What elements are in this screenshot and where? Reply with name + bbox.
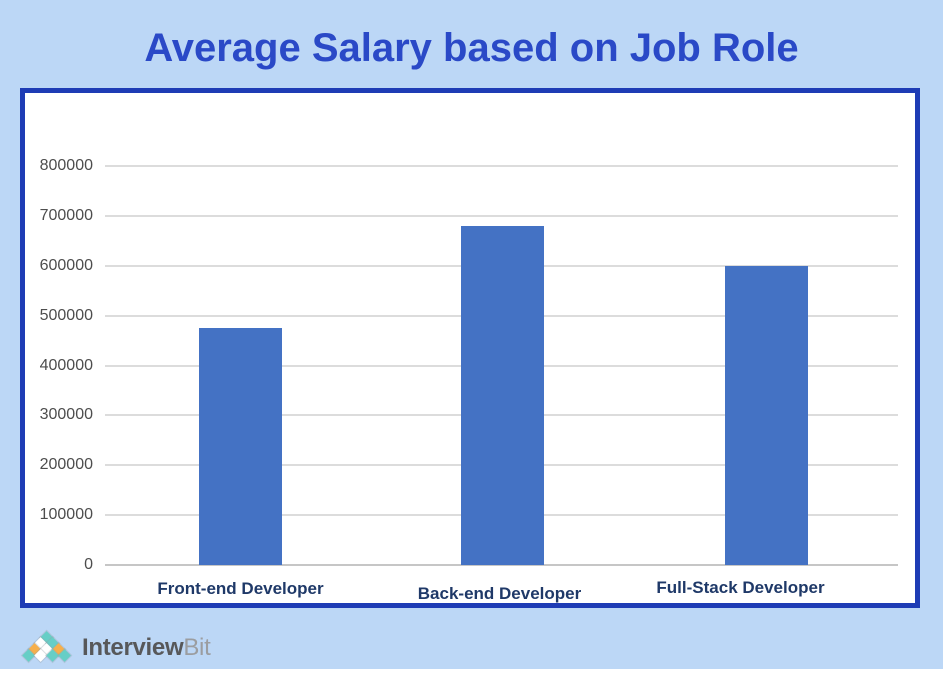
gridline <box>105 165 898 167</box>
plot-area: 800000 700000 600000 500000 400000 300000 2000… <box>25 93 915 603</box>
interviewbit-logo-icon <box>22 630 72 663</box>
x-category-label-back-end-developer: Back-end Developer <box>417 584 582 603</box>
gridline <box>105 214 898 217</box>
bottom-white-strip <box>0 669 943 675</box>
y-axis-tick-label: 400000 <box>39 356 93 374</box>
y-axis-tick-label: 0 <box>84 556 93 573</box>
bar-back-end-developer <box>461 225 544 565</box>
interviewbit-logo-text: InterviewBit <box>82 632 211 663</box>
page-title: Average Salary based on Job Role <box>144 26 799 70</box>
chart-panel: 800000 700000 600000 500000 400000 300000 2000… <box>20 88 920 608</box>
interviewbit-logo: InterviewBit <box>22 630 211 664</box>
y-axis-tick-label: 100000 <box>39 506 93 524</box>
y-axis-tick-label: 200000 <box>39 456 93 474</box>
logo-text-bit: Bit <box>183 633 211 661</box>
y-axis-tick-label: 800000 <box>39 157 93 174</box>
gridline <box>105 564 898 566</box>
x-category-label-full-stack-developer: Full-Stack Developer <box>656 578 825 597</box>
y-axis-tick-label: 600000 <box>39 256 93 274</box>
bar-front-end-developer <box>199 328 282 565</box>
y-axis-tick-label: 700000 <box>39 206 93 224</box>
bar-full-stack-developer <box>725 265 808 565</box>
x-category-label-front-end-developer: Front-end Developer <box>157 579 324 598</box>
y-axis-tick-label: 300000 <box>39 406 93 424</box>
y-axis-tick-label: 500000 <box>39 306 93 324</box>
logo-text-interview: Interview <box>82 633 184 661</box>
